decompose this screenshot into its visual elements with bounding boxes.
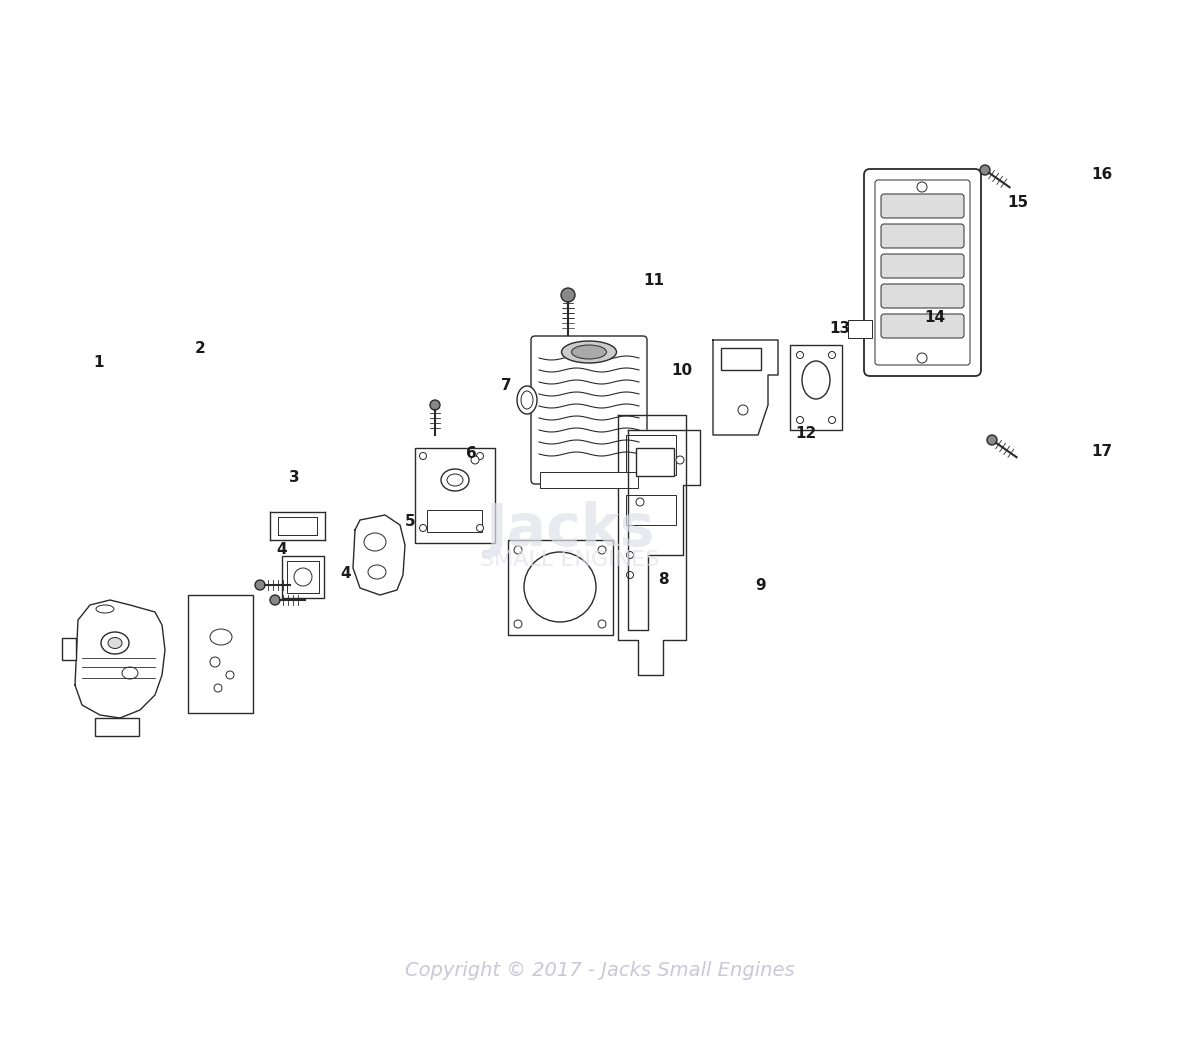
Ellipse shape: [420, 525, 426, 531]
Ellipse shape: [101, 632, 130, 654]
Bar: [636, 448, 674, 476]
Ellipse shape: [517, 386, 538, 414]
FancyBboxPatch shape: [881, 314, 964, 338]
Ellipse shape: [626, 571, 634, 579]
Text: 15: 15: [1007, 195, 1028, 210]
Polygon shape: [74, 600, 166, 718]
Text: 16: 16: [1091, 167, 1112, 182]
Ellipse shape: [562, 341, 617, 363]
Bar: [626, 435, 676, 475]
Bar: [626, 495, 676, 525]
Ellipse shape: [980, 165, 990, 175]
Ellipse shape: [828, 417, 835, 423]
Ellipse shape: [571, 345, 606, 359]
Ellipse shape: [514, 620, 522, 628]
Ellipse shape: [226, 671, 234, 679]
Bar: [427, 510, 482, 532]
Text: 5: 5: [406, 514, 415, 529]
Text: 13: 13: [829, 321, 851, 336]
Ellipse shape: [122, 667, 138, 679]
Ellipse shape: [802, 361, 830, 399]
FancyBboxPatch shape: [881, 254, 964, 278]
Bar: [415, 448, 496, 543]
Bar: [188, 595, 253, 713]
Text: Jacks: Jacks: [485, 502, 655, 559]
Text: 4: 4: [341, 566, 350, 581]
Ellipse shape: [514, 546, 522, 554]
Polygon shape: [353, 514, 406, 595]
Polygon shape: [713, 340, 778, 435]
Ellipse shape: [256, 580, 265, 590]
Text: 7: 7: [502, 378, 511, 393]
Bar: [790, 345, 842, 430]
Ellipse shape: [521, 391, 533, 410]
Ellipse shape: [598, 546, 606, 554]
Text: 10: 10: [671, 363, 692, 378]
Ellipse shape: [598, 620, 606, 628]
Text: 9: 9: [756, 579, 766, 593]
Ellipse shape: [368, 565, 386, 579]
Ellipse shape: [563, 290, 574, 300]
Ellipse shape: [636, 498, 644, 506]
Ellipse shape: [214, 684, 222, 692]
Ellipse shape: [986, 435, 997, 445]
Ellipse shape: [210, 629, 232, 645]
Text: 1: 1: [94, 355, 103, 370]
Ellipse shape: [420, 453, 426, 460]
FancyBboxPatch shape: [881, 194, 964, 218]
Bar: [848, 320, 872, 338]
Ellipse shape: [108, 637, 122, 649]
Ellipse shape: [442, 469, 469, 491]
Text: 14: 14: [924, 310, 946, 324]
Ellipse shape: [524, 552, 596, 622]
Bar: [287, 561, 319, 593]
Polygon shape: [618, 415, 686, 675]
FancyBboxPatch shape: [530, 336, 647, 484]
Text: 12: 12: [796, 426, 817, 441]
Bar: [95, 718, 139, 736]
Ellipse shape: [270, 595, 280, 605]
Text: 8: 8: [659, 572, 668, 587]
Bar: [540, 472, 638, 488]
FancyBboxPatch shape: [881, 224, 964, 248]
Ellipse shape: [626, 551, 634, 559]
Polygon shape: [628, 430, 700, 630]
FancyBboxPatch shape: [881, 284, 964, 308]
Ellipse shape: [476, 525, 484, 531]
Ellipse shape: [476, 453, 484, 460]
Bar: [62, 638, 76, 660]
Ellipse shape: [96, 605, 114, 613]
Ellipse shape: [562, 288, 575, 302]
Text: 17: 17: [1091, 444, 1112, 459]
Ellipse shape: [446, 474, 463, 486]
Ellipse shape: [676, 456, 684, 464]
Text: 6: 6: [467, 446, 476, 461]
Ellipse shape: [430, 400, 440, 410]
Ellipse shape: [294, 568, 312, 586]
Ellipse shape: [364, 533, 386, 551]
Text: 2: 2: [196, 341, 205, 356]
Bar: [282, 556, 324, 598]
Ellipse shape: [210, 657, 220, 667]
Ellipse shape: [917, 182, 928, 192]
Ellipse shape: [917, 353, 928, 363]
FancyBboxPatch shape: [864, 169, 982, 376]
Ellipse shape: [470, 456, 479, 464]
Text: SMALL ENGINES: SMALL ENGINES: [480, 550, 660, 570]
Ellipse shape: [738, 405, 748, 415]
Ellipse shape: [797, 352, 804, 358]
Text: 11: 11: [643, 273, 665, 288]
Bar: [508, 540, 613, 635]
Text: Copyright © 2017 - Jacks Small Engines: Copyright © 2017 - Jacks Small Engines: [406, 961, 794, 980]
Ellipse shape: [797, 417, 804, 423]
Text: 4: 4: [277, 542, 287, 557]
Bar: [721, 348, 761, 370]
Text: 3: 3: [289, 470, 299, 485]
Ellipse shape: [828, 352, 835, 358]
